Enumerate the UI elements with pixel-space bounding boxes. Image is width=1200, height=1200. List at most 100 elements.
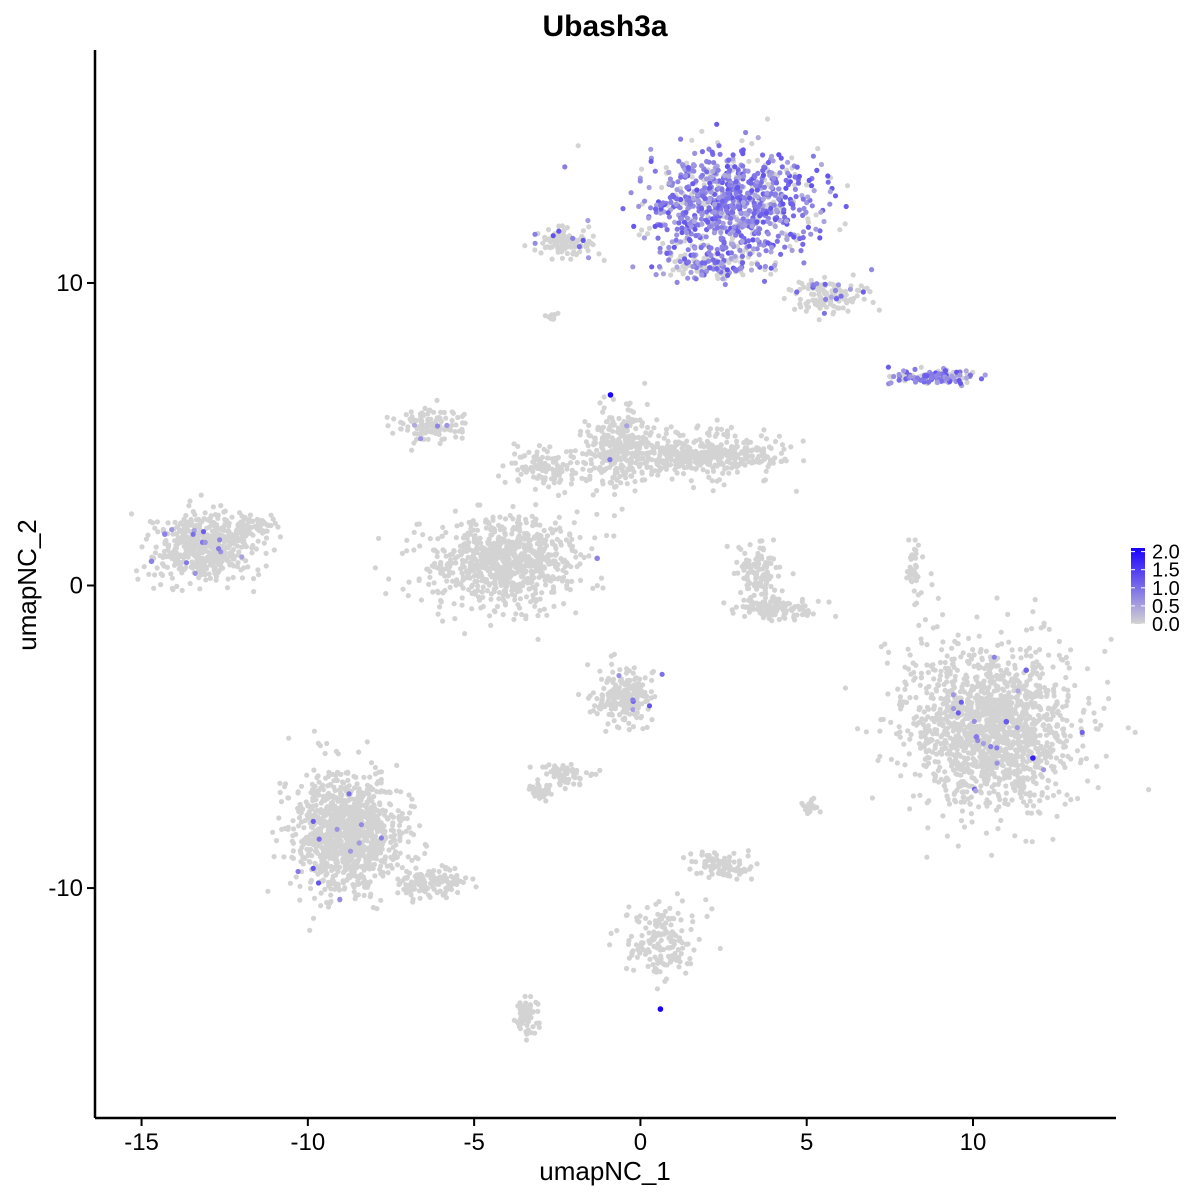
cell-point: [1040, 722, 1046, 729]
cell-point: [978, 783, 984, 789]
cell-point: [447, 584, 453, 590]
cell-point: [1023, 791, 1029, 797]
cell-point: [546, 314, 552, 320]
cell-point: [987, 735, 993, 741]
cell-point: [556, 780, 563, 786]
cell-point: [706, 474, 712, 480]
cell-point: [456, 428, 462, 434]
cell-point: [537, 607, 543, 614]
cell-point: [911, 715, 917, 722]
cell-point: [950, 767, 957, 773]
cell-point: [976, 633, 982, 639]
cell-point: [1009, 797, 1015, 803]
cell-point: [496, 596, 502, 602]
cell-point: [425, 411, 431, 417]
cell-point: [409, 414, 415, 420]
cell-point: [514, 520, 521, 526]
cell-point: [559, 245, 565, 251]
cell-point: [729, 444, 735, 450]
cell-point: [488, 525, 495, 531]
cell-point: [635, 705, 641, 711]
cell-point: [1054, 723, 1061, 729]
cell-point: [1016, 701, 1022, 707]
cell-point: [225, 528, 231, 534]
cell-point: [684, 438, 690, 444]
cell-point: [760, 547, 767, 553]
cell-point: [771, 604, 777, 611]
cell-point: [556, 770, 562, 776]
cell-point: [936, 779, 942, 785]
cell-point: [660, 240, 666, 247]
cell-point: [649, 677, 655, 683]
cell-point: [609, 480, 615, 486]
cell-point: [600, 446, 606, 452]
cell-point: [551, 589, 557, 595]
cell-point: [674, 441, 680, 447]
cell-point: [212, 511, 219, 518]
cell-point: [590, 585, 596, 591]
cell-point: [636, 232, 642, 238]
cell-point: [799, 596, 806, 602]
cell-point: [969, 683, 975, 689]
cell-point: [1029, 721, 1035, 727]
cell-point: [502, 516, 509, 522]
cell-point: [1027, 673, 1033, 679]
cell-point: [443, 529, 449, 536]
cell-point: [1050, 792, 1057, 799]
cell-point: [409, 447, 415, 453]
cell-point: [504, 569, 510, 575]
cell-point: [178, 567, 185, 573]
cell-point: [989, 758, 996, 764]
cell-point: [1007, 728, 1013, 734]
cell-point: [721, 482, 727, 488]
cell-point: [1002, 729, 1008, 735]
cell-point: [481, 576, 487, 582]
cell-point: [669, 444, 675, 450]
cell-point: [452, 508, 458, 514]
cell-point: [548, 476, 555, 482]
cell-point: [1006, 768, 1012, 774]
cell-point: [449, 409, 455, 415]
cell-point: [440, 590, 446, 596]
cell-point: [135, 576, 141, 582]
cell-point: [177, 559, 183, 566]
cell-point: [551, 472, 557, 478]
cell-point: [556, 514, 562, 520]
cell-point: [222, 516, 228, 523]
cell-point: [767, 461, 773, 467]
cell-point: [651, 425, 657, 431]
cell-point: [998, 718, 1005, 724]
cell-point: [938, 668, 944, 674]
cell-point: [925, 669, 932, 676]
cell-point: [1032, 597, 1038, 603]
cell-point: [942, 769, 948, 775]
cell-point: [1002, 797, 1008, 803]
cell-point: [213, 537, 219, 544]
cell-point: [268, 522, 274, 529]
cell-point: [937, 673, 944, 679]
cell-point: [599, 692, 605, 698]
cell-point: [511, 616, 517, 623]
cell-point: [639, 227, 645, 233]
cell-point: [610, 396, 617, 402]
cell-point: [492, 563, 498, 569]
cell-point: [672, 458, 678, 464]
cell-point: [817, 305, 823, 311]
cell-point: [490, 514, 496, 520]
cell-point: [541, 527, 547, 534]
cell-point: [569, 476, 575, 482]
cell-point: [538, 250, 544, 256]
cell-point: [982, 756, 988, 762]
cell-point: [578, 552, 584, 558]
cell-point: [801, 458, 807, 464]
cell-point: [754, 606, 761, 612]
cell-point: [592, 435, 598, 441]
cell-point: [967, 693, 974, 699]
cell-point: [1030, 803, 1037, 809]
cell-point: [543, 764, 549, 770]
cell-point: [496, 534, 502, 540]
cell-point: [1034, 670, 1040, 676]
cell-point: [589, 771, 595, 777]
cell-point: [702, 264, 709, 270]
cell-point: [435, 611, 441, 617]
